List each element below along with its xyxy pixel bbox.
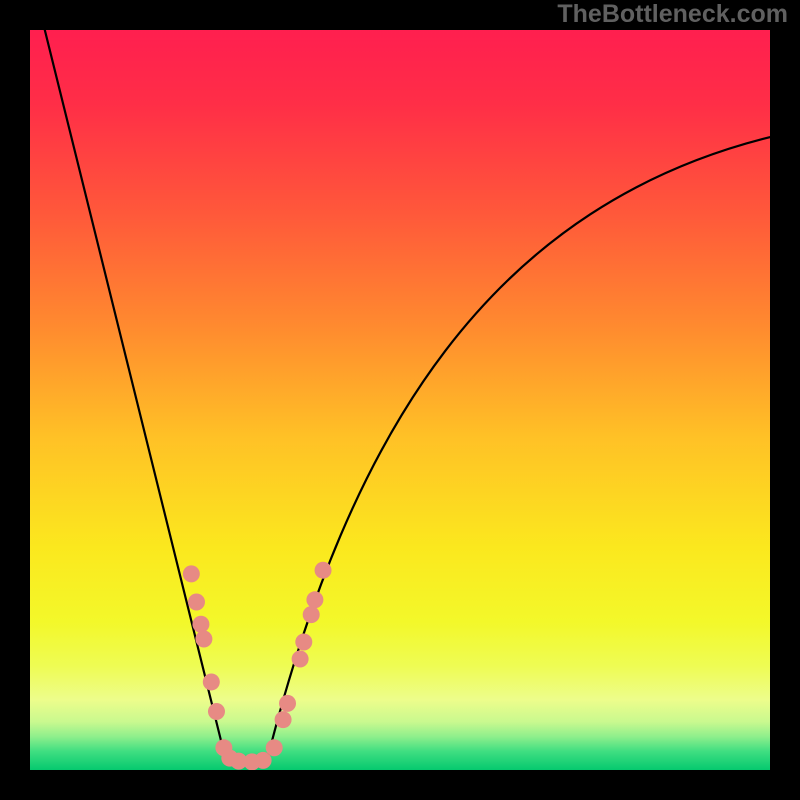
data-marker <box>295 633 312 650</box>
gradient-background <box>30 30 770 770</box>
data-marker <box>279 695 296 712</box>
data-marker <box>303 606 320 623</box>
data-marker <box>208 703 225 720</box>
data-marker <box>203 673 220 690</box>
data-marker <box>195 631 212 648</box>
data-marker <box>266 739 283 756</box>
data-marker <box>292 651 309 668</box>
data-marker <box>275 711 292 728</box>
data-marker <box>315 562 332 579</box>
plot-area <box>30 30 770 770</box>
data-marker <box>192 616 209 633</box>
data-marker <box>183 565 200 582</box>
data-marker <box>306 591 323 608</box>
data-marker <box>188 594 205 611</box>
watermark-text: TheBottleneck.com <box>557 0 788 29</box>
plot-svg <box>30 30 770 770</box>
